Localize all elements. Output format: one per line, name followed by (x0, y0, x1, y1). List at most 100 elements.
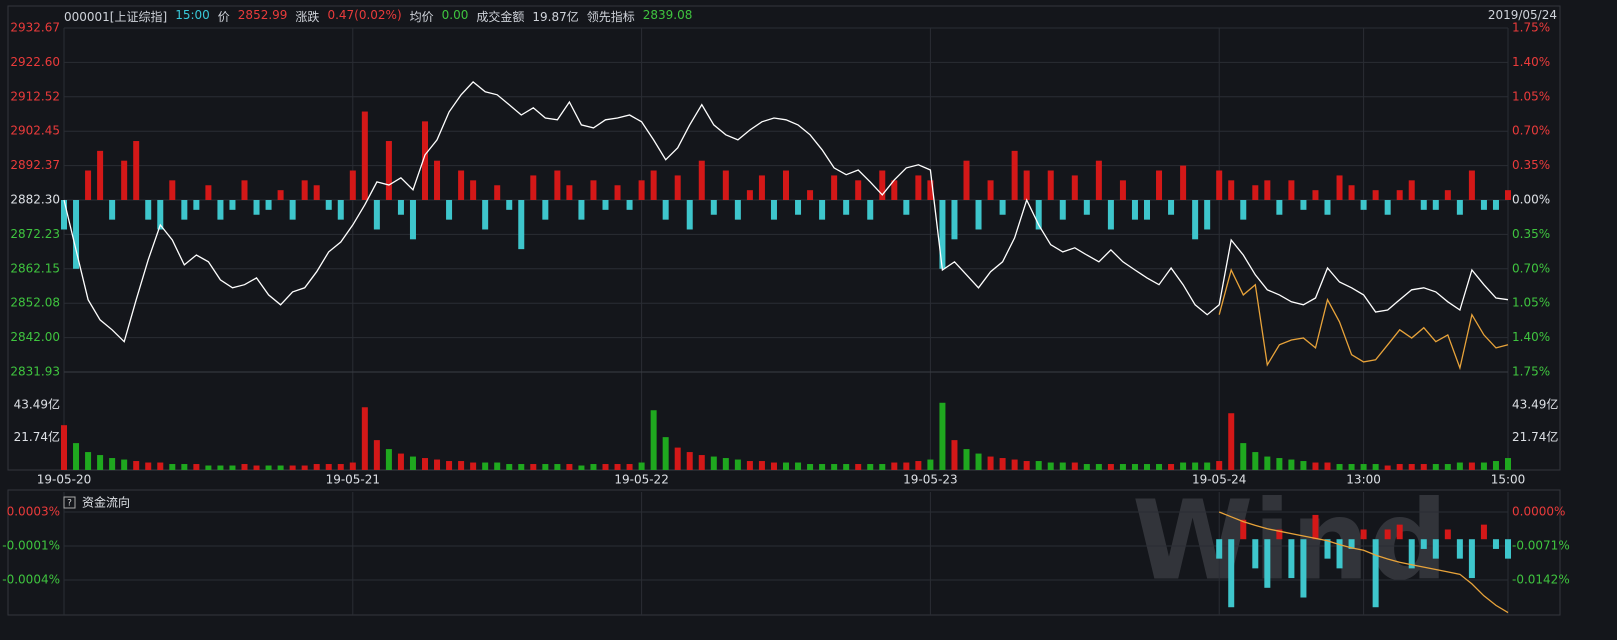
bar (73, 200, 80, 269)
bar (397, 453, 404, 470)
bar (313, 185, 320, 200)
bar (241, 464, 248, 470)
y2-tick-label: 1.75% (1512, 21, 1550, 35)
bar (758, 461, 765, 470)
bar (1300, 461, 1307, 470)
bar (289, 465, 296, 470)
bar (1336, 464, 1343, 470)
bar (349, 170, 356, 200)
bar (409, 200, 416, 240)
bar (253, 465, 260, 470)
bar (1324, 539, 1331, 559)
bar (1228, 413, 1235, 470)
bar (73, 443, 80, 470)
bar (1408, 180, 1415, 200)
y2-tick-label: 1.05% (1512, 296, 1550, 310)
bar (145, 462, 152, 470)
bar (1144, 464, 1150, 470)
bar (1240, 519, 1247, 540)
bar (361, 407, 368, 470)
bar (626, 464, 633, 470)
y-tick-label: 2862.15 (10, 261, 60, 275)
bar (1023, 170, 1030, 200)
symbol: 000001[上证综指] (64, 10, 168, 24)
time: 15:00 (175, 8, 210, 22)
x-tick-label: 19-05-22 (614, 473, 668, 487)
bar (602, 464, 609, 470)
bar (1071, 462, 1078, 470)
bar (1505, 190, 1511, 200)
line (1218, 268, 1509, 371)
bar (313, 464, 320, 470)
bar (626, 200, 633, 210)
bar (795, 200, 802, 215)
bar (987, 456, 994, 470)
bar (662, 200, 669, 220)
bar (770, 462, 777, 470)
bar (373, 440, 380, 470)
y2-tick-label: -0.0071% (1512, 539, 1570, 553)
bar (205, 465, 212, 470)
bar (530, 464, 537, 470)
bar (915, 175, 922, 200)
bar (1432, 200, 1439, 210)
bar (855, 464, 862, 470)
bar (1444, 464, 1451, 470)
bar (1204, 200, 1211, 230)
bar (1480, 462, 1487, 470)
bar (650, 170, 657, 200)
y2-tick-label: 0.0000% (1512, 505, 1565, 519)
bar (181, 464, 188, 470)
bar (434, 160, 441, 200)
bar (650, 410, 657, 470)
bar (385, 449, 392, 470)
bar (578, 200, 585, 220)
bar (301, 180, 308, 200)
bar (963, 160, 970, 200)
line (63, 81, 1509, 343)
bar (843, 464, 850, 470)
bar (133, 461, 140, 470)
bar (1408, 539, 1415, 569)
bar (746, 190, 753, 200)
bar (1288, 459, 1295, 470)
bar (217, 200, 224, 220)
bar (867, 200, 874, 220)
bar (602, 200, 609, 210)
bar (590, 180, 597, 200)
y-tick-label: 2852.08 (10, 296, 60, 310)
bar (373, 200, 380, 230)
y2-tick-label: 21.74亿 (1512, 429, 1558, 444)
bar (349, 462, 356, 470)
bar (133, 141, 140, 200)
bar (1444, 529, 1451, 540)
bar (1384, 200, 1391, 215)
bar (1192, 200, 1199, 240)
quote-header: 000001[上证综指] 15:00 价 2852.99 涨跌 0.47(0.0… (64, 8, 692, 26)
bar (85, 452, 92, 470)
bar (1216, 170, 1223, 200)
bar (169, 464, 176, 470)
bar (1144, 200, 1150, 220)
y-tick-label: 43.49亿 (14, 397, 60, 412)
y-tick-label: 2932.67 (10, 21, 60, 35)
bar (795, 462, 802, 470)
bar (1408, 464, 1415, 470)
bar (277, 465, 284, 470)
bar (1360, 200, 1367, 210)
bar (783, 462, 789, 470)
panel-title: 资金流向 (82, 495, 130, 510)
bar (253, 200, 260, 215)
bar (1505, 458, 1511, 470)
bar (506, 200, 513, 210)
bar (674, 447, 681, 470)
bar (1480, 524, 1487, 540)
bar (169, 180, 176, 200)
bar (1348, 539, 1355, 549)
bar (277, 190, 284, 200)
x-tick-label: 15:00 (1491, 473, 1526, 487)
bar (397, 200, 404, 215)
bar (1131, 464, 1138, 470)
bar (145, 200, 152, 220)
bar (1492, 200, 1499, 210)
